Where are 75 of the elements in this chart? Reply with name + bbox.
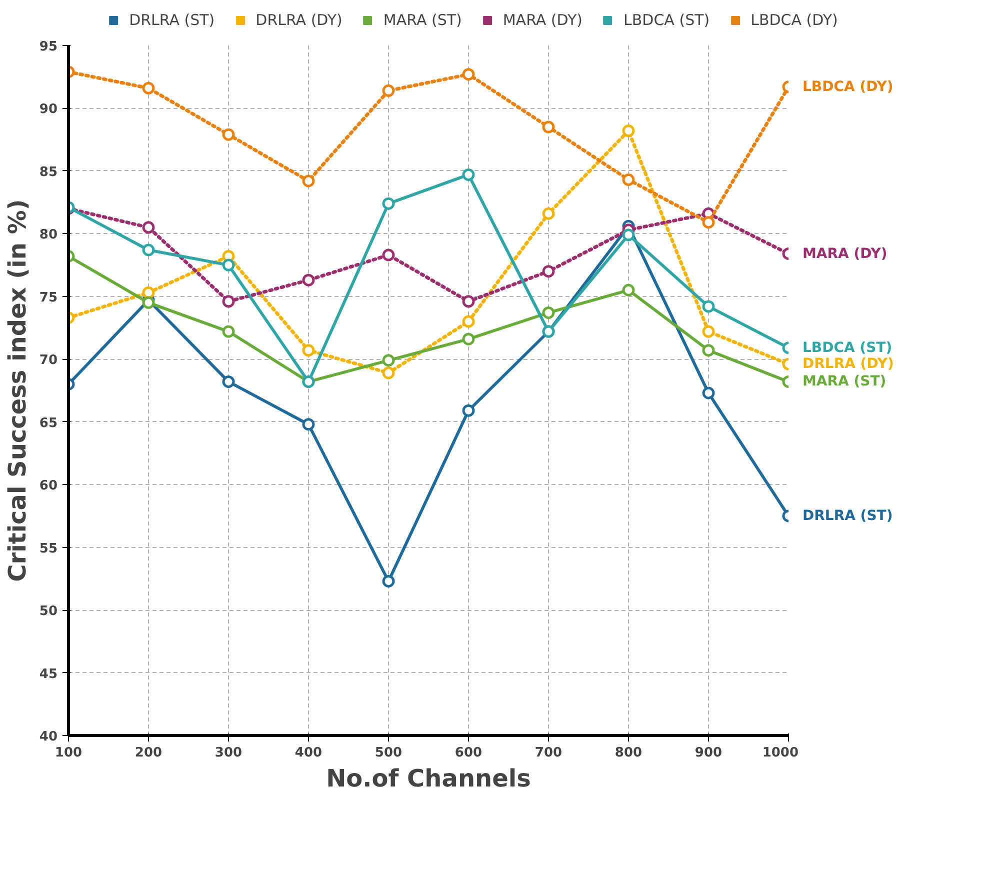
y-tick-label: 60	[39, 478, 58, 494]
point	[462, 295, 475, 308]
y-tick-label: 65	[39, 416, 58, 431]
y-tick-label: 75	[39, 290, 58, 306]
point	[702, 344, 715, 357]
point	[142, 221, 155, 234]
point	[622, 173, 635, 186]
x-tick-label: 400	[294, 746, 322, 760]
x-axis-title: No.of Channels	[326, 764, 531, 792]
point	[622, 284, 635, 296]
x-tick-label: 900	[694, 746, 722, 760]
point	[542, 207, 555, 220]
point	[702, 325, 715, 338]
text: DRLRA (ST)	[802, 508, 893, 524]
x-tick-label: 700	[534, 746, 562, 760]
point	[382, 248, 395, 262]
text: MARA (DY)	[802, 246, 888, 262]
point	[542, 265, 555, 278]
y-tick-label: 55	[39, 541, 58, 556]
point	[302, 418, 315, 431]
point	[382, 197, 395, 210]
point	[382, 574, 395, 588]
point	[142, 296, 155, 309]
point	[702, 386, 715, 400]
point	[542, 306, 555, 319]
legend-label: MARA (ST)	[383, 11, 462, 29]
x-tick-label: 200	[134, 746, 162, 760]
point	[302, 274, 315, 286]
y-tick-label: 45	[39, 666, 58, 682]
legend-label: DRLRA (ST)	[129, 11, 215, 29]
point	[142, 82, 155, 94]
point	[462, 68, 475, 81]
legend-label: MARA (DY)	[502, 11, 583, 29]
y-tick-label: 85	[39, 164, 58, 180]
point	[222, 295, 235, 308]
y-tick-label: 70	[39, 353, 58, 368]
y-axis-title: Critical Success index (in %)	[3, 199, 32, 582]
y-tick-label: 50	[39, 604, 58, 620]
point	[462, 332, 475, 346]
point	[222, 128, 235, 141]
point	[702, 300, 715, 313]
point	[462, 315, 475, 328]
point	[622, 228, 635, 242]
text: MARA (ST)	[802, 374, 886, 390]
y-tick-label: 90	[39, 102, 58, 118]
x-tick-label: 600	[454, 746, 482, 760]
point	[302, 174, 315, 188]
x-tick-label: 300	[214, 746, 242, 760]
point	[222, 375, 235, 388]
point	[222, 258, 235, 272]
legend-label: DRLRA (DY)	[256, 11, 342, 29]
point	[142, 286, 155, 299]
point	[702, 216, 715, 229]
x-tick-label: 800	[614, 746, 642, 760]
text: LBDCA (ST)	[802, 340, 892, 356]
y-tick-label: 95	[39, 40, 58, 54]
point	[382, 366, 395, 380]
point	[382, 84, 395, 97]
point	[142, 244, 155, 256]
point	[382, 354, 395, 367]
point	[302, 344, 315, 357]
text: DRLRA (DY)	[802, 356, 894, 372]
legend-label: LBDCA (ST)	[624, 11, 710, 29]
x-tick-label: 100	[54, 746, 82, 760]
x-tick-label: 1000	[762, 746, 799, 760]
point	[622, 124, 635, 138]
x-tick-label: 500	[374, 746, 402, 760]
legend-label: LBDCA (DY)	[750, 11, 838, 29]
point	[222, 325, 235, 338]
text: LBDCA (DY)	[802, 78, 894, 95]
point	[462, 168, 475, 181]
y-tick-label: 80	[39, 228, 58, 243]
point	[462, 404, 475, 417]
point	[542, 120, 555, 134]
y-tick-label: 40	[39, 730, 58, 744]
